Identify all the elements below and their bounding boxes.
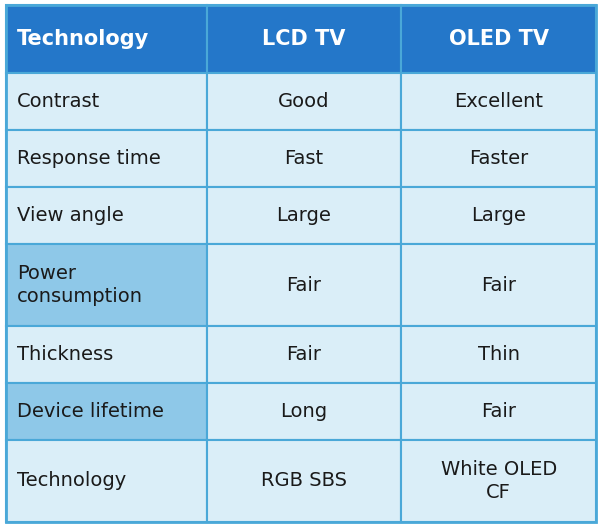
Bar bbox=[402, 383, 596, 440]
Bar bbox=[6, 5, 206, 73]
Bar bbox=[402, 440, 596, 522]
Bar bbox=[206, 73, 402, 130]
Text: Technology: Technology bbox=[17, 472, 126, 491]
Text: Fair: Fair bbox=[287, 276, 321, 295]
Bar bbox=[206, 383, 402, 440]
Text: Contrast: Contrast bbox=[17, 92, 100, 111]
Text: OLED TV: OLED TV bbox=[448, 29, 548, 49]
Text: Fair: Fair bbox=[481, 402, 516, 421]
Text: Large: Large bbox=[276, 207, 331, 226]
Text: Technology: Technology bbox=[17, 29, 149, 49]
Text: View angle: View angle bbox=[17, 207, 123, 226]
Bar bbox=[206, 188, 402, 245]
Bar bbox=[6, 188, 206, 245]
Bar bbox=[402, 130, 596, 188]
Text: Good: Good bbox=[278, 92, 330, 111]
Text: Faster: Faster bbox=[469, 149, 529, 168]
Bar bbox=[206, 440, 402, 522]
Text: Power
consumption: Power consumption bbox=[17, 264, 143, 307]
Bar bbox=[6, 73, 206, 130]
Text: LCD TV: LCD TV bbox=[262, 29, 346, 49]
Text: Fair: Fair bbox=[481, 276, 516, 295]
Text: Large: Large bbox=[471, 207, 526, 226]
Bar bbox=[206, 326, 402, 383]
Text: Fair: Fair bbox=[287, 345, 321, 364]
Bar bbox=[6, 245, 206, 326]
Text: Thickness: Thickness bbox=[17, 345, 113, 364]
Bar bbox=[206, 130, 402, 188]
Bar bbox=[402, 188, 596, 245]
Bar bbox=[402, 326, 596, 383]
Bar bbox=[6, 383, 206, 440]
Text: Fast: Fast bbox=[284, 149, 323, 168]
Bar bbox=[6, 326, 206, 383]
Text: Device lifetime: Device lifetime bbox=[17, 402, 164, 421]
Bar bbox=[206, 5, 402, 73]
Text: White OLED
CF: White OLED CF bbox=[441, 460, 557, 502]
Text: Response time: Response time bbox=[17, 149, 161, 168]
Text: Excellent: Excellent bbox=[454, 92, 543, 111]
Bar bbox=[402, 245, 596, 326]
Bar bbox=[402, 73, 596, 130]
Text: RGB SBS: RGB SBS bbox=[261, 472, 347, 491]
Text: Thin: Thin bbox=[477, 345, 520, 364]
Bar bbox=[206, 245, 402, 326]
Bar bbox=[6, 130, 206, 188]
Bar bbox=[402, 5, 596, 73]
Bar bbox=[6, 440, 206, 522]
Text: Long: Long bbox=[281, 402, 327, 421]
